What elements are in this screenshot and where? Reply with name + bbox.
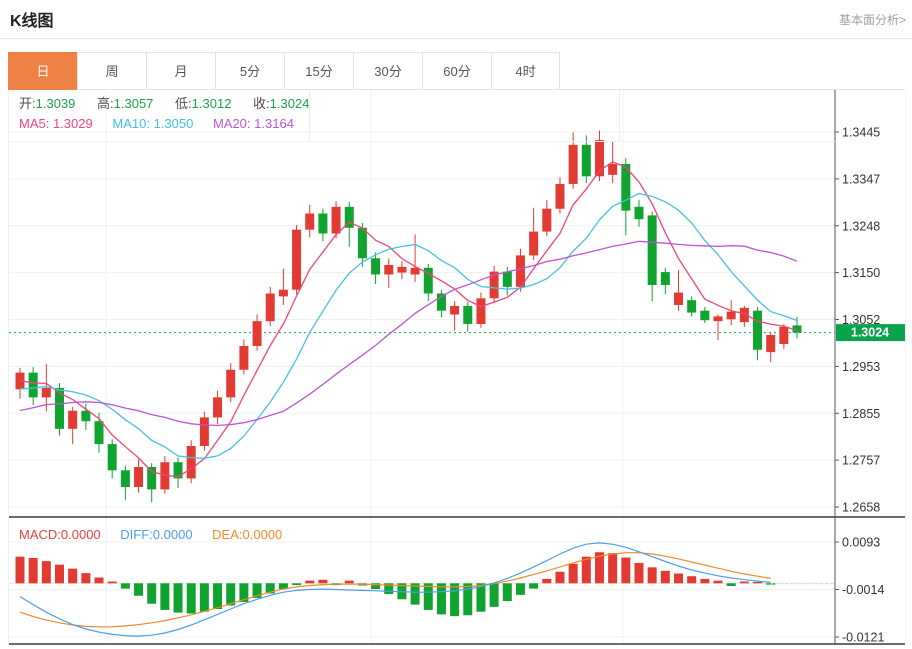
legend-row-divider xyxy=(9,141,835,142)
price-axis-label: 1.3150 xyxy=(842,266,880,280)
macd-value: 0.0000 xyxy=(60,527,101,542)
diff-label: DIFF:0.0000 xyxy=(120,527,193,542)
price-axis-label: 1.2757 xyxy=(842,454,880,468)
high-label: 高: xyxy=(97,96,114,111)
dea-line xyxy=(19,552,771,628)
dea-label: DEA:0.0000 xyxy=(212,527,283,542)
tab-60分[interactable]: 60分 xyxy=(422,52,491,90)
ma20-line xyxy=(19,240,798,427)
period-tabs: 日周月 5分 15分 30分 60分 4时 xyxy=(8,52,904,90)
price-axis-label: 1.3445 xyxy=(842,126,880,140)
price-axis-label: 1.3347 xyxy=(842,172,880,186)
macd-axis-label: 0.0093 xyxy=(842,536,880,550)
ma20-label: MA20: 1.3164 xyxy=(212,116,294,131)
page-title: K线图 xyxy=(10,13,54,30)
ma10-label: MA10: 1.3050 xyxy=(112,116,194,131)
price-axis-label: 1.2953 xyxy=(842,360,880,374)
macd-axis-labels: 0.0093 -0.0014 -0.0121 xyxy=(835,536,884,645)
current-price-badge: 1.3024 xyxy=(836,324,905,342)
diff-line xyxy=(19,542,771,637)
ma-readout: MA5: 1.3029 MA10: 1.3050 MA20: 1.3164 xyxy=(19,116,294,131)
macd-label: MACD:0.0000 xyxy=(19,527,101,542)
macd-readout: MACD:0.0000 DIFF:0.0000 DEA:0.0000 xyxy=(19,527,282,542)
legend-cell-divider xyxy=(619,90,620,141)
chart-widget: 日周月 5分 15分 30分 60分 4时 1.3445 1.3347 1.3248 1.315… xyxy=(8,52,906,645)
tab-月[interactable]: 月 xyxy=(146,52,215,90)
tab-15分[interactable]: 15分 xyxy=(284,52,353,90)
ma10-value: 1.3050 xyxy=(153,116,194,131)
ohlc-readout: 开:1.3039 高:1.3057 低:1.3012 收:1.3024 xyxy=(19,93,327,112)
macd-axis-label: -0.0014 xyxy=(842,583,884,597)
legend-cell-divider xyxy=(309,90,310,141)
tab-周[interactable]: 周 xyxy=(77,52,146,90)
price-axis-label: 1.3052 xyxy=(842,313,880,327)
price-axis-labels: 1.3445 1.3347 1.3248 1.3150 1.3052 1.2953 1.28… xyxy=(835,126,880,515)
close-label: 收: xyxy=(253,96,270,111)
current-price-badge-value: 1.3024 xyxy=(851,326,889,340)
close-value: 1.3024 xyxy=(269,96,310,111)
tab-4时[interactable]: 4时 xyxy=(491,52,560,90)
low-label: 低: xyxy=(175,96,192,111)
candlestick-macd-chart[interactable]: 1.3445 1.3347 1.3248 1.3150 1.3052 1.2953 1.28… xyxy=(9,90,905,645)
macd-histogram xyxy=(15,552,776,617)
title-bar: K线图 基本面分析> xyxy=(0,0,912,39)
chart-frame xyxy=(9,90,905,645)
price-axis-label: 1.2658 xyxy=(842,501,880,515)
tab-日[interactable]: 日 xyxy=(8,52,77,90)
candles xyxy=(15,130,802,503)
tab-30分[interactable]: 30分 xyxy=(353,52,422,90)
low-value: 1.3012 xyxy=(191,96,232,111)
open-label: 开: xyxy=(19,96,36,111)
price-axis-label: 1.3248 xyxy=(842,219,880,233)
tab-5分[interactable]: 5分 xyxy=(215,52,284,90)
ma5-line xyxy=(19,161,798,478)
dea-value: 0.0000 xyxy=(242,527,283,542)
diff-value: 0.0000 xyxy=(152,527,193,542)
high-value: 1.3057 xyxy=(113,96,154,111)
macd-axis-label: -0.0121 xyxy=(842,631,884,645)
ma5-label: MA5: 1.3029 xyxy=(19,116,93,131)
price-axis-label: 1.2855 xyxy=(842,407,880,421)
chart-area[interactable]: 1.3445 1.3347 1.3248 1.3150 1.3052 1.2953 1.28… xyxy=(8,90,906,645)
open-value: 1.3039 xyxy=(35,96,76,111)
ma5-value: 1.3029 xyxy=(52,116,93,131)
fundamental-analysis-link[interactable]: 基本面分析> xyxy=(838,13,906,27)
ma20-value: 1.3164 xyxy=(254,116,294,131)
ma10-line xyxy=(19,192,798,459)
gridlines xyxy=(9,90,835,644)
